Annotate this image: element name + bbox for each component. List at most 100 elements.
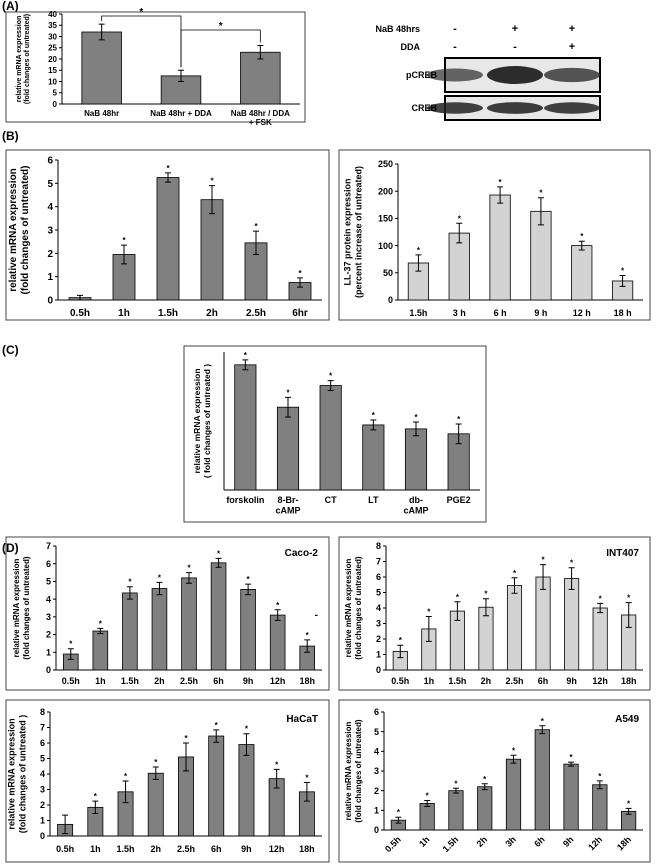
y-tick-label: 0 [388,295,393,305]
bar [234,364,257,491]
panel-frame [5,536,330,691]
y-tick-label: 40 [48,10,57,19]
y-axis-label: relative mRNA expression( fold changes o… [192,364,212,478]
significance-mark: * [457,415,461,424]
x-tick-label: 6h [532,834,547,849]
y-label-group: relative mRNA expression(fold changes of… [16,14,31,104]
chart-title: INT407 [606,548,639,559]
x-tick-label: 9h [566,676,577,686]
bar [81,31,122,105]
y-axis-label: relative mRNA expression(fold changes of… [344,556,363,659]
significance-mark: * [122,236,126,245]
y-tick-label: 3 [376,619,381,629]
x-tick-label: 1.5h [158,308,178,319]
x-tick-label: 6 h [494,308,507,318]
y-tick-label: 6 [40,738,45,748]
error-bar [156,581,163,596]
x-tick-label: 6hr [292,308,308,319]
error-bar [413,421,419,437]
bar [208,735,225,837]
y-tick-label: 1 [374,805,379,815]
bracket [180,29,261,68]
y-tick-label: 5 [53,89,58,98]
error-bar [597,602,604,614]
panel-frame [183,345,487,523]
x-tick-label: 1.5h [121,676,139,686]
x-tick-label: 9h [243,676,254,686]
significance-mark: * [128,578,132,587]
x-tick-label: 1h [424,676,435,686]
blot-mark: + [512,23,518,35]
error-bar [455,423,462,445]
y-tick-label: 7 [40,723,45,733]
error-bar [415,254,422,272]
y-tick-label: 50 [383,268,393,278]
x-tick-label: NaB 48hr [84,109,119,118]
x-tick-label: 0.5h [70,308,90,319]
error-bar [395,816,402,824]
chart-title: Caco-2 [285,548,319,559]
panel-frame [5,11,306,123]
error-bar [97,627,104,635]
bar [489,194,511,301]
y-tick-label: 1 [46,647,51,657]
significance-mark: * [305,774,309,783]
y-tick-label: 25 [48,44,57,53]
significance-mark: * [210,177,214,186]
x-tick-label: LT [368,495,379,505]
y-label-group: relative mRNA expression(fold changes of… [344,556,363,659]
bar [276,406,300,491]
y-label-group: relative mRNA expression(fold changes of… [7,715,28,834]
y-label-group: relative mRNA expression(fold changes of… [8,166,31,295]
bar [448,790,464,831]
significance-mark: * [298,269,302,278]
y-tick-label: 7 [46,541,51,551]
significance-mark: * [426,792,430,801]
blot-mark: - [453,41,457,53]
x-tick-label: 8-Br-cAMP [275,495,300,515]
x-tick-label: 12h [269,844,285,854]
x-tick-label: 6h [213,676,224,686]
significance-mark: * [539,189,543,198]
y-label-group: relative mRNA expression( fold changes o… [192,364,212,478]
bar [92,630,109,671]
y-axis-label: relative mRNA expression(fold changes of… [16,14,31,104]
error-bar [67,648,74,660]
panel-frame [338,536,651,691]
x-tick-label: 6h [538,676,549,686]
error-bar [510,754,517,764]
error-bar [243,733,250,756]
y-tick-label: 4 [46,594,51,604]
error-bar [454,601,461,621]
y-tick-label: 6 [46,559,51,569]
y-axis-label: LL-37 protein expression(percent increas… [343,166,364,298]
x-tick-label: 9h [561,834,576,849]
blot-band [487,66,543,84]
bar [477,786,493,831]
y-tick-label: 4 [376,603,381,613]
bar [571,245,593,301]
error-bar [242,359,249,371]
y-tick-label: 8 [40,707,45,717]
error-bar [215,557,222,568]
significance-mark: * [414,413,418,422]
bar [592,607,608,671]
error-bar [424,800,431,807]
significance-mark: * [598,772,602,781]
bar [564,578,580,671]
bar [210,562,227,671]
y-tick-label: 4 [374,746,379,756]
significance-mark: * [69,640,73,649]
error-bar [625,602,632,628]
y-tick-label: 3 [47,226,53,237]
significance-mark: * [245,725,249,734]
error-bar [77,294,83,301]
y-tick-label: 10 [48,77,57,86]
bar [151,588,168,671]
x-tick-label: 0.5h [383,834,403,854]
significance-mark: * [158,573,162,582]
bar [505,758,522,831]
x-tick-label: 18 h [614,308,632,318]
significance-mark: * [254,222,258,231]
bar [122,592,138,671]
